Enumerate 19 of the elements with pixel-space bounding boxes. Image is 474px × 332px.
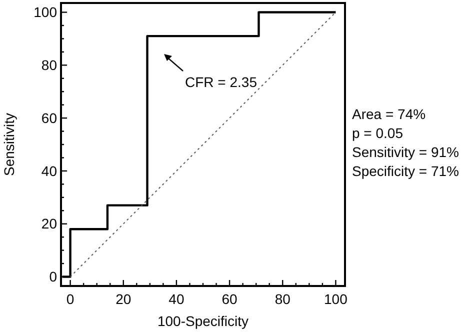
x-tick-label: 40: [168, 291, 184, 307]
x-tick-label: 60: [222, 291, 238, 307]
text: p = 0.05: [352, 125, 404, 141]
x-axis-title: 100-Specificity: [157, 313, 249, 329]
y-tick-label: 60: [41, 110, 58, 126]
x-tick-label: 80: [274, 291, 291, 307]
y-tick-label: 100: [34, 4, 58, 20]
y-axis-title: Sensitivity: [1, 112, 17, 176]
y-tick-label: 20: [41, 216, 58, 232]
text: Area = 74%: [352, 106, 426, 122]
x-tick-label: 100: [324, 291, 348, 307]
text: Specificity = 71%: [352, 163, 459, 179]
annotation: CFR = 2.35: [185, 74, 258, 90]
y-tick-label: 40: [41, 162, 58, 179]
y-tick-label: 0: [49, 268, 58, 285]
y-tick-label: 80: [41, 57, 58, 74]
x-tick-label: 0: [66, 291, 74, 307]
x-tick-label: 20: [116, 291, 132, 307]
text: Sensitivity = 91%: [352, 144, 459, 160]
